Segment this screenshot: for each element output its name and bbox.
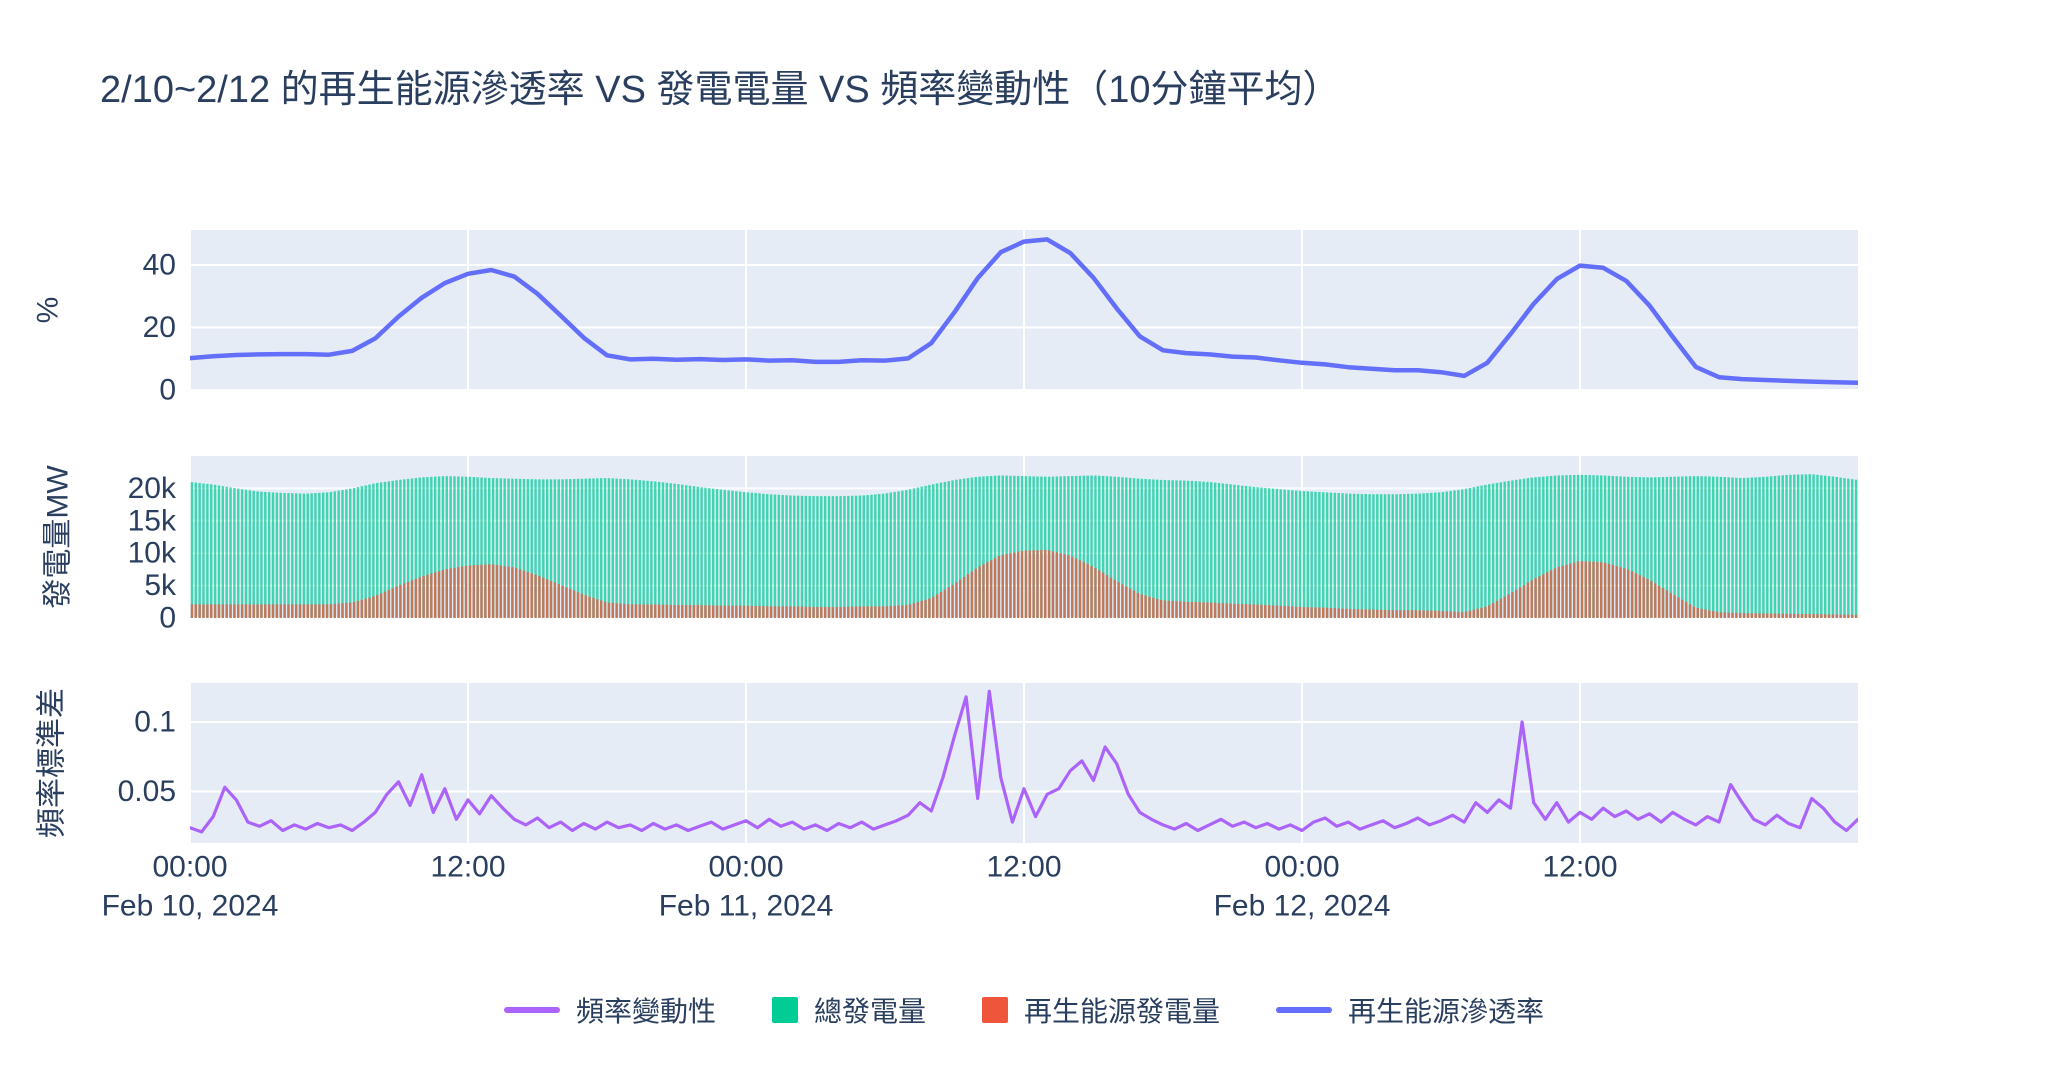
svg-text:12:00: 12:00	[430, 851, 505, 884]
frequency-line-swatch-icon	[503, 1007, 560, 1013]
x-axis: 00:00 12:00 00:00 12:00 00:00 12:00 Feb 10, 20…	[102, 851, 1618, 923]
svg-text:20k: 20k	[128, 472, 177, 505]
penetration-line-swatch-icon	[1276, 1007, 1333, 1013]
legend-item-renewable-generation[interactable]: 再生能源發電量	[982, 990, 1220, 1030]
subplot-frequency: 0.05 0.1 頻率標準差	[36, 683, 1858, 843]
legend-label: 總發電量	[813, 996, 926, 1027]
legend-item-renewable-penetration[interactable]: 再生能源滲透率	[1276, 990, 1544, 1030]
legend-label: 再生能源滲透率	[1348, 996, 1545, 1027]
legend-item-total-generation[interactable]: 總發電量	[771, 990, 926, 1030]
svg-text:發電量MW: 發電量MW	[42, 465, 75, 609]
svg-text:10k: 10k	[128, 537, 177, 570]
svg-text:0.1: 0.1	[134, 705, 176, 738]
svg-text:Feb 11, 2024: Feb 11, 2024	[659, 890, 834, 923]
svg-text:20: 20	[143, 311, 176, 344]
subplot-data-frequency	[190, 689, 1858, 834]
legend-label: 頻率變動性	[575, 996, 716, 1027]
svg-text:頻率標準差: 頻率標準差	[36, 688, 69, 838]
subplot-data-generation	[190, 474, 1858, 618]
svg-text:12:00: 12:00	[1542, 851, 1617, 884]
legend: 頻率變動性 總發電量 再生能源發電量 再生能源滲透率	[190, 988, 1858, 1032]
svg-text:00:00: 00:00	[152, 851, 227, 884]
svg-text:5k: 5k	[144, 569, 177, 602]
svg-text:%: %	[32, 297, 65, 324]
svg-text:Feb 10, 2024: Feb 10, 2024	[102, 890, 279, 923]
svg-text:00:00: 00:00	[1264, 851, 1339, 884]
svg-text:0: 0	[159, 602, 176, 635]
svg-text:Feb 12, 2024: Feb 12, 2024	[1214, 890, 1391, 923]
svg-text:40: 40	[143, 249, 176, 282]
legend-item-frequency-variability[interactable]: 頻率變動性	[503, 990, 716, 1030]
legend-label: 再生能源發電量	[1024, 996, 1221, 1027]
svg-text:0.05: 0.05	[118, 775, 176, 808]
subplot-penetration: 0 20 40%	[32, 230, 1858, 407]
renewable-generation-swatch-icon	[982, 997, 1008, 1023]
svg-text:12:00: 12:00	[986, 851, 1061, 884]
chart-title: 2/10~2/12 的再生能源滲透率 VS 發電電量 VS 頻率變動性（10分鐘…	[100, 69, 1341, 111]
svg-text:15k: 15k	[128, 504, 177, 537]
svg-text:0: 0	[159, 374, 176, 407]
svg-text:00:00: 00:00	[708, 851, 783, 884]
total-generation-swatch-icon	[771, 997, 798, 1023]
subplot-data-penetration	[190, 237, 1858, 386]
